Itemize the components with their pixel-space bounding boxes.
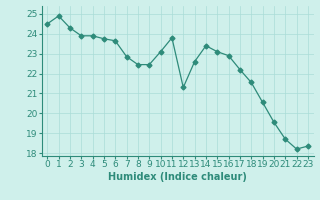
X-axis label: Humidex (Indice chaleur): Humidex (Indice chaleur) (108, 172, 247, 182)
